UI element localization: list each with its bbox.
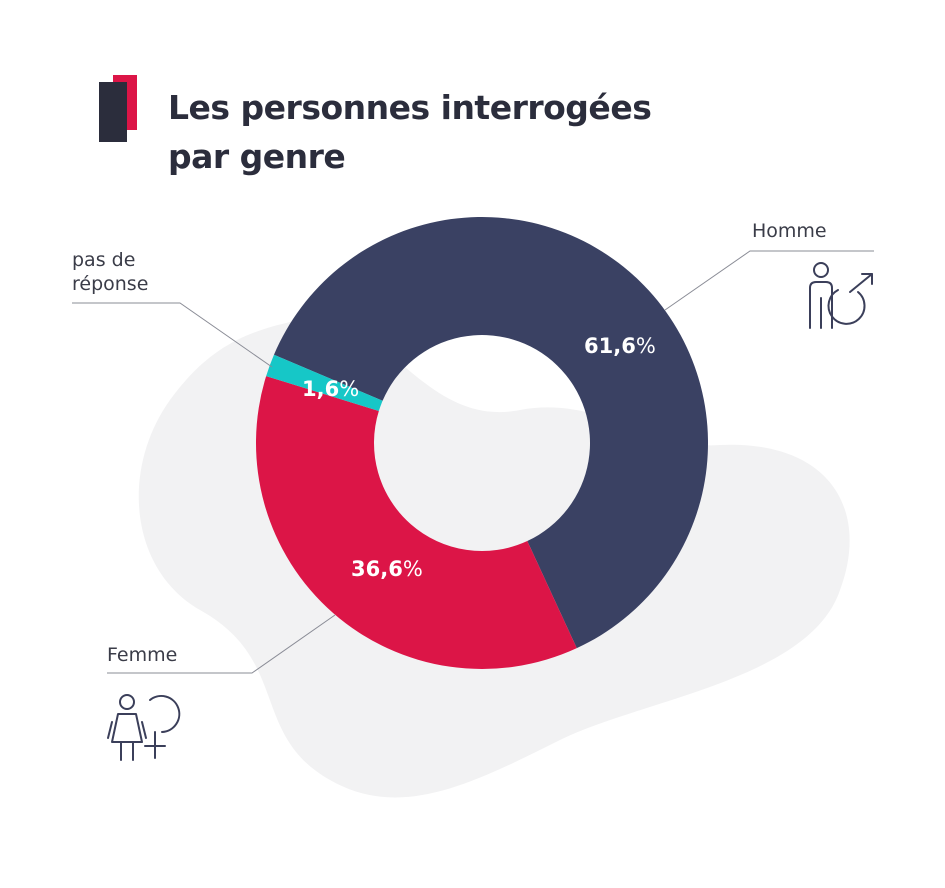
label-no-answer: pas de réponse bbox=[72, 249, 148, 295]
value-label-femme: 36,6% bbox=[351, 557, 423, 581]
title-bar-icon bbox=[99, 75, 137, 142]
label-no-answer-line-2: réponse bbox=[72, 273, 148, 295]
label-no-answer-line-1: pas de bbox=[72, 249, 135, 271]
label-homme: Homme bbox=[752, 220, 827, 242]
label-femme: Femme bbox=[107, 644, 177, 666]
leader-line-homme bbox=[664, 250, 874, 311]
donut-slice-homme bbox=[273, 216, 708, 649]
value-label-homme: 61,6% bbox=[584, 334, 656, 358]
value-label-no-answer: 1,6% bbox=[302, 377, 359, 401]
female-figure-icon bbox=[107, 694, 181, 761]
chart-title-line-2: par genre bbox=[168, 137, 345, 176]
leader-line-no-answer bbox=[72, 302, 273, 368]
donut-slice-femme bbox=[256, 376, 577, 669]
chart-title-line-1: Les personnes interrogées bbox=[168, 88, 651, 127]
chart-title: Les personnes interrogées par genre bbox=[168, 88, 662, 176]
donut-chart bbox=[256, 216, 708, 669]
male-figure-icon bbox=[809, 262, 873, 329]
leader-line-femme bbox=[107, 614, 336, 674]
donut-slice-no-answer bbox=[266, 354, 383, 412]
